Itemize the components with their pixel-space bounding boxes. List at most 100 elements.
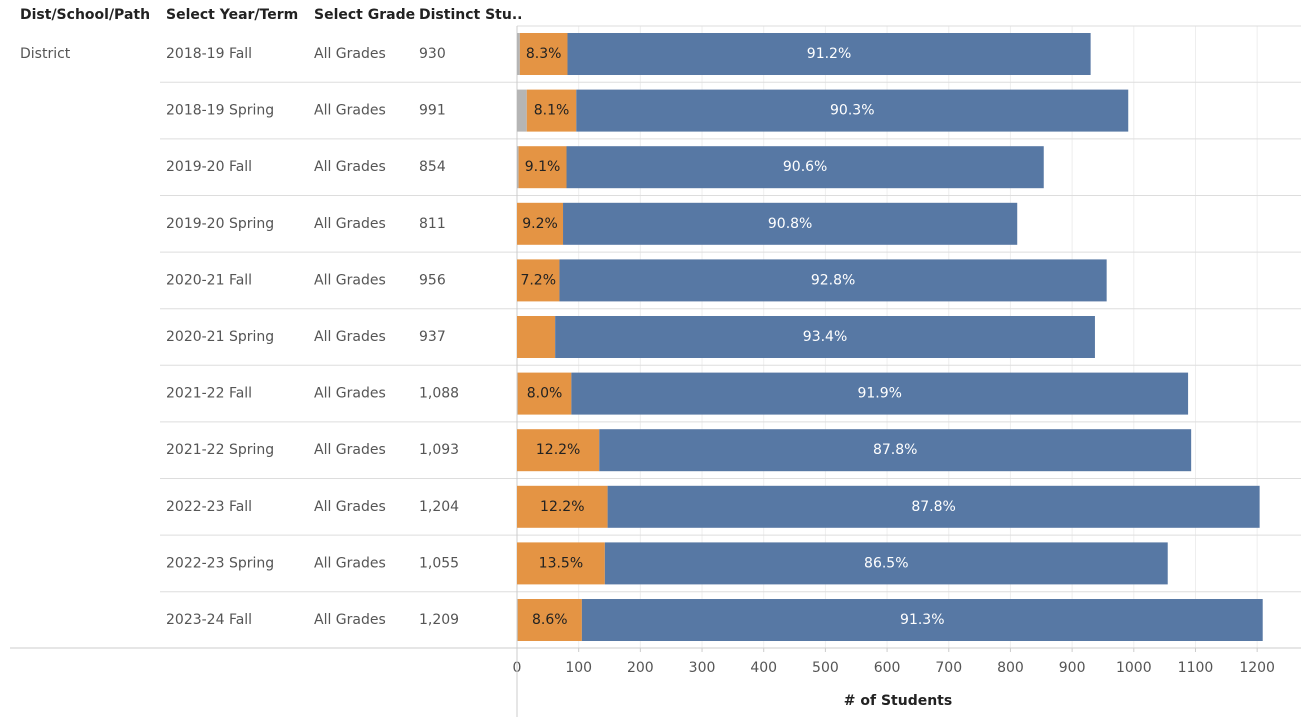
data-label: 91.2% (807, 46, 851, 62)
year-term: 2020-21 Fall (166, 272, 252, 288)
grade: All Grades (314, 442, 386, 458)
grade: All Grades (314, 329, 386, 345)
data-label: 8.6% (532, 612, 568, 628)
data-label: 8.1% (534, 103, 570, 119)
total: 1,088 (419, 386, 459, 402)
bar-segment (517, 599, 582, 641)
bar-segment (607, 485, 1260, 528)
bar-segment (518, 146, 567, 189)
bar-segment (517, 542, 605, 585)
bar-segment (599, 429, 1192, 472)
column-header: Select Grade (314, 7, 415, 23)
total: 1,093 (419, 442, 459, 458)
data-label: 8.0% (527, 386, 563, 402)
data-label: 90.8% (768, 216, 812, 232)
x-tick-label: 900 (1059, 660, 1086, 676)
data-label: 7.2% (520, 272, 556, 288)
total: 1,209 (419, 612, 459, 628)
bar-segment (517, 372, 518, 415)
total: 811 (419, 216, 446, 232)
column-header: Select Year/Term (166, 7, 298, 23)
x-tick-label: 1100 (1178, 660, 1214, 676)
year-term: 2022-23 Spring (166, 555, 274, 571)
bar-segment (567, 33, 1091, 75)
data-label: 13.5% (539, 555, 583, 571)
data-label: 93.4% (803, 329, 847, 345)
data-label: 92.8% (811, 272, 855, 288)
bar-segment (563, 202, 1018, 245)
year-term: 2021-22 Spring (166, 442, 274, 458)
bar-segment (517, 485, 608, 528)
data-label: 91.9% (857, 386, 901, 402)
x-tick-label: 700 (935, 660, 962, 676)
total: 1,204 (419, 499, 459, 515)
bar-segment (517, 89, 527, 132)
grade: All Grades (314, 159, 386, 175)
bar-segment (519, 33, 568, 75)
x-tick-label: 1000 (1116, 660, 1152, 676)
total: 991 (419, 103, 446, 119)
bar-segment (576, 89, 1129, 132)
column-header: Dist/School/Path (20, 7, 150, 23)
data-label: 8.3% (526, 46, 562, 62)
x-axis-title: # of Students (844, 693, 952, 709)
bar-segment (517, 316, 556, 358)
bar-segment (559, 259, 1107, 302)
data-label: 87.8% (873, 442, 917, 458)
grade: All Grades (314, 272, 386, 288)
bar-segment (517, 259, 560, 302)
x-tick-label: 500 (812, 660, 839, 676)
data-label: 86.5% (864, 555, 908, 571)
data-label: 12.2% (536, 442, 580, 458)
year-term: 2020-21 Spring (166, 329, 274, 345)
x-tick-label: 600 (874, 660, 901, 676)
grade: All Grades (314, 612, 386, 628)
year-term: 2022-23 Fall (166, 499, 252, 515)
data-label: 9.2% (522, 216, 558, 232)
grade: All Grades (314, 555, 386, 571)
bar-segment (555, 316, 1095, 358)
year-term: 2019-20 Spring (166, 216, 274, 232)
year-term: 2023-24 Fall (166, 612, 252, 628)
bar-segment (517, 33, 520, 75)
group-label: District (20, 46, 71, 62)
data-label: 91.3% (900, 612, 944, 628)
bar-segment (571, 372, 1189, 415)
data-label: 12.2% (540, 499, 584, 515)
year-term: 2018-19 Fall (166, 46, 252, 62)
bar-segment (517, 599, 518, 641)
data-label: 90.6% (783, 159, 827, 175)
total: 930 (419, 46, 446, 62)
x-tick-label: 1200 (1239, 660, 1275, 676)
x-tick-label: 400 (750, 660, 777, 676)
x-tick-label: 800 (997, 660, 1024, 676)
year-term: 2019-20 Fall (166, 159, 252, 175)
bar-segment (517, 146, 519, 189)
grade: All Grades (314, 499, 386, 515)
total: 937 (419, 329, 446, 345)
bar-segment (517, 429, 600, 472)
data-label: 90.3% (830, 103, 874, 119)
grade: All Grades (314, 216, 386, 232)
total: 1,055 (419, 555, 459, 571)
bar-segment (517, 372, 572, 415)
grade: All Grades (314, 46, 386, 62)
bar-segment (526, 89, 577, 132)
bar-segment (517, 202, 564, 245)
total: 854 (419, 159, 446, 175)
x-tick-label: 200 (627, 660, 654, 676)
x-tick-label: 300 (689, 660, 716, 676)
grade: All Grades (314, 386, 386, 402)
bar-segment (604, 542, 1168, 585)
year-term: 2018-19 Spring (166, 103, 274, 119)
bar-segment (581, 599, 1263, 641)
grade: All Grades (314, 103, 386, 119)
total: 956 (419, 272, 446, 288)
x-tick-label: 100 (565, 660, 592, 676)
bar-segment (566, 146, 1044, 189)
data-label: 9.1% (525, 159, 561, 175)
column-header: Distinct Stu.. (419, 7, 522, 23)
data-label: 87.8% (911, 499, 955, 515)
year-term: 2021-22 Fall (166, 386, 252, 402)
